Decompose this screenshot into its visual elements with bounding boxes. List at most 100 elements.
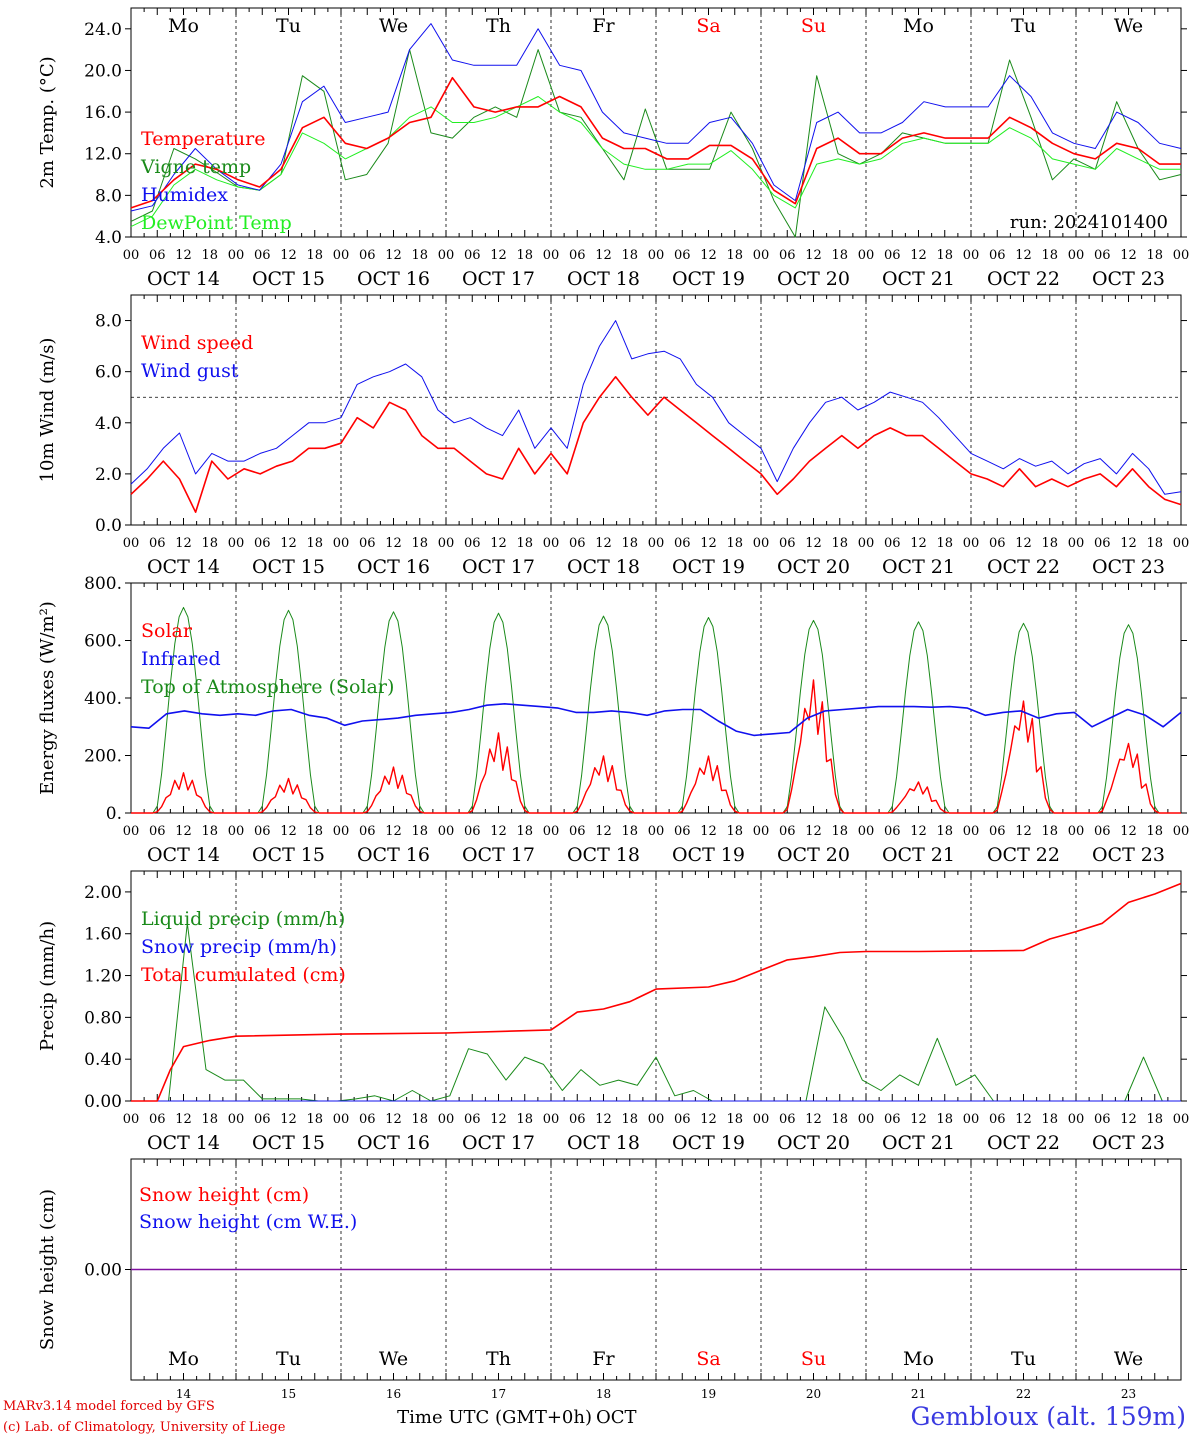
hour-tick-label: 00 [333,1112,350,1127]
day-name: Tu [276,15,301,37]
date-label: OCT 23 [1092,844,1165,866]
hour-tick-label: 06 [569,536,586,551]
hour-tick-label: 00 [1068,1112,1085,1127]
hour-tick-label: 12 [910,536,927,551]
hour-tick-label: 12 [700,824,717,839]
hour-tick-label: 12 [805,536,822,551]
day-name: Mo [168,15,199,37]
date-label: OCT 14 [147,844,220,866]
hour-tick-label: 06 [254,1112,271,1127]
y-tick-label: 0.80 [84,1008,122,1028]
hour-tick-label: 12 [1120,248,1137,263]
hour-tick-label: 06 [989,536,1006,551]
day-name: Mo [903,1348,934,1370]
hour-tick-label: 00 [963,536,980,551]
hour-tick-label: 00 [228,248,245,263]
hour-tick-label: 18 [831,536,848,551]
hour-tick-label: 18 [621,824,638,839]
day-number: 15 [281,1387,296,1401]
date-label: OCT 16 [357,844,430,866]
hour-tick-label: 06 [1094,536,1111,551]
y-tick-label: 6.0 [95,363,122,383]
series-line-wind-gust [130,320,1182,495]
hour-tick-label: 00 [123,248,140,263]
hour-tick-label: 06 [884,536,901,551]
y-tick-label: 200. [84,747,122,767]
legend-snow-precip-mm-h-: Snow precip (mm/h) [141,936,337,958]
legend-temperature: Temperature [141,128,265,150]
hour-tick-label: 18 [726,536,743,551]
day-name: Sa [696,15,720,37]
day-name: Mo [903,15,934,37]
hour-tick-label: 06 [884,248,901,263]
hour-tick-label: 12 [595,536,612,551]
hour-tick-label: 18 [936,536,953,551]
date-label: OCT 17 [462,844,535,866]
date-label: OCT 17 [462,556,535,578]
y-tick-label: 2.00 [84,883,122,903]
hour-tick-label: 12 [910,1112,927,1127]
hour-tick-label: 06 [779,1112,796,1127]
y-tick-label: 600. [84,632,122,652]
hour-tick-label: 00 [333,248,350,263]
hour-tick-label: 06 [989,1112,1006,1127]
hour-tick-label: 00 [648,1112,665,1127]
date-label: OCT 14 [147,556,220,578]
date-label: OCT 23 [1092,1132,1165,1154]
hour-tick-label: 00 [858,824,875,839]
legend-snow-height-cm-: Snow height (cm) [139,1184,309,1206]
y-tick-label: 24.0 [84,20,122,40]
y-tick-label: 4.0 [95,414,122,434]
day-name: Sa [696,1348,720,1370]
series-line-solar [131,679,1181,814]
hour-tick-label: 18 [1146,824,1163,839]
hour-tick-label: 12 [910,824,927,839]
hour-tick-label: 12 [595,1112,612,1127]
hour-tick-label: 12 [700,248,717,263]
series-line-dewpoint-temp [130,96,1181,228]
hour-tick-label: 00 [1173,1112,1190,1127]
date-label: OCT 21 [882,844,955,866]
hour-tick-label: 12 [595,824,612,839]
hour-tick-label: 18 [411,1112,428,1127]
hour-tick-label: 12 [595,248,612,263]
hour-tick-label: 06 [884,1112,901,1127]
hour-tick-label: 06 [569,824,586,839]
hour-tick-label: 00 [1068,248,1085,263]
hour-tick-label: 06 [779,824,796,839]
hour-tick-label: 00 [123,824,140,839]
date-label: OCT 20 [777,1132,850,1154]
date-label: OCT 20 [777,268,850,290]
date-label: OCT 18 [567,556,640,578]
hour-tick-label: 12 [1015,248,1032,263]
series-line-temperature [130,76,1181,209]
hour-tick-label: 00 [1068,536,1085,551]
y-tick-label: 2.0 [95,465,122,485]
hour-tick-label: 06 [149,1112,166,1127]
hour-tick-label: 18 [516,536,533,551]
date-label: OCT 22 [987,268,1060,290]
hour-tick-label: 06 [779,248,796,263]
hour-tick-label: 06 [989,248,1006,263]
date-label: OCT 20 [777,556,850,578]
hour-tick-label: 06 [464,536,481,551]
hour-tick-label: 06 [989,824,1006,839]
date-label: OCT 14 [147,268,220,290]
day-number: 16 [386,1387,401,1401]
hour-tick-label: 18 [726,824,743,839]
hour-tick-label: 18 [726,248,743,263]
hour-tick-label: 00 [753,824,770,839]
hour-tick-label: 18 [936,824,953,839]
hour-tick-label: 06 [779,536,796,551]
legend-snow-height-cm-w-e-: Snow height (cm W.E.) [139,1211,357,1233]
hour-tick-label: 00 [753,248,770,263]
hour-tick-label: 00 [438,536,455,551]
hour-tick-label: 06 [884,824,901,839]
series-line-infrared [130,702,1182,737]
y-tick-label: 800. [84,574,122,594]
date-label: OCT 15 [252,1132,325,1154]
date-label: OCT 17 [462,268,535,290]
date-label: OCT 19 [672,556,745,578]
hour-tick-label: 00 [228,824,245,839]
date-label: OCT 17 [462,1132,535,1154]
